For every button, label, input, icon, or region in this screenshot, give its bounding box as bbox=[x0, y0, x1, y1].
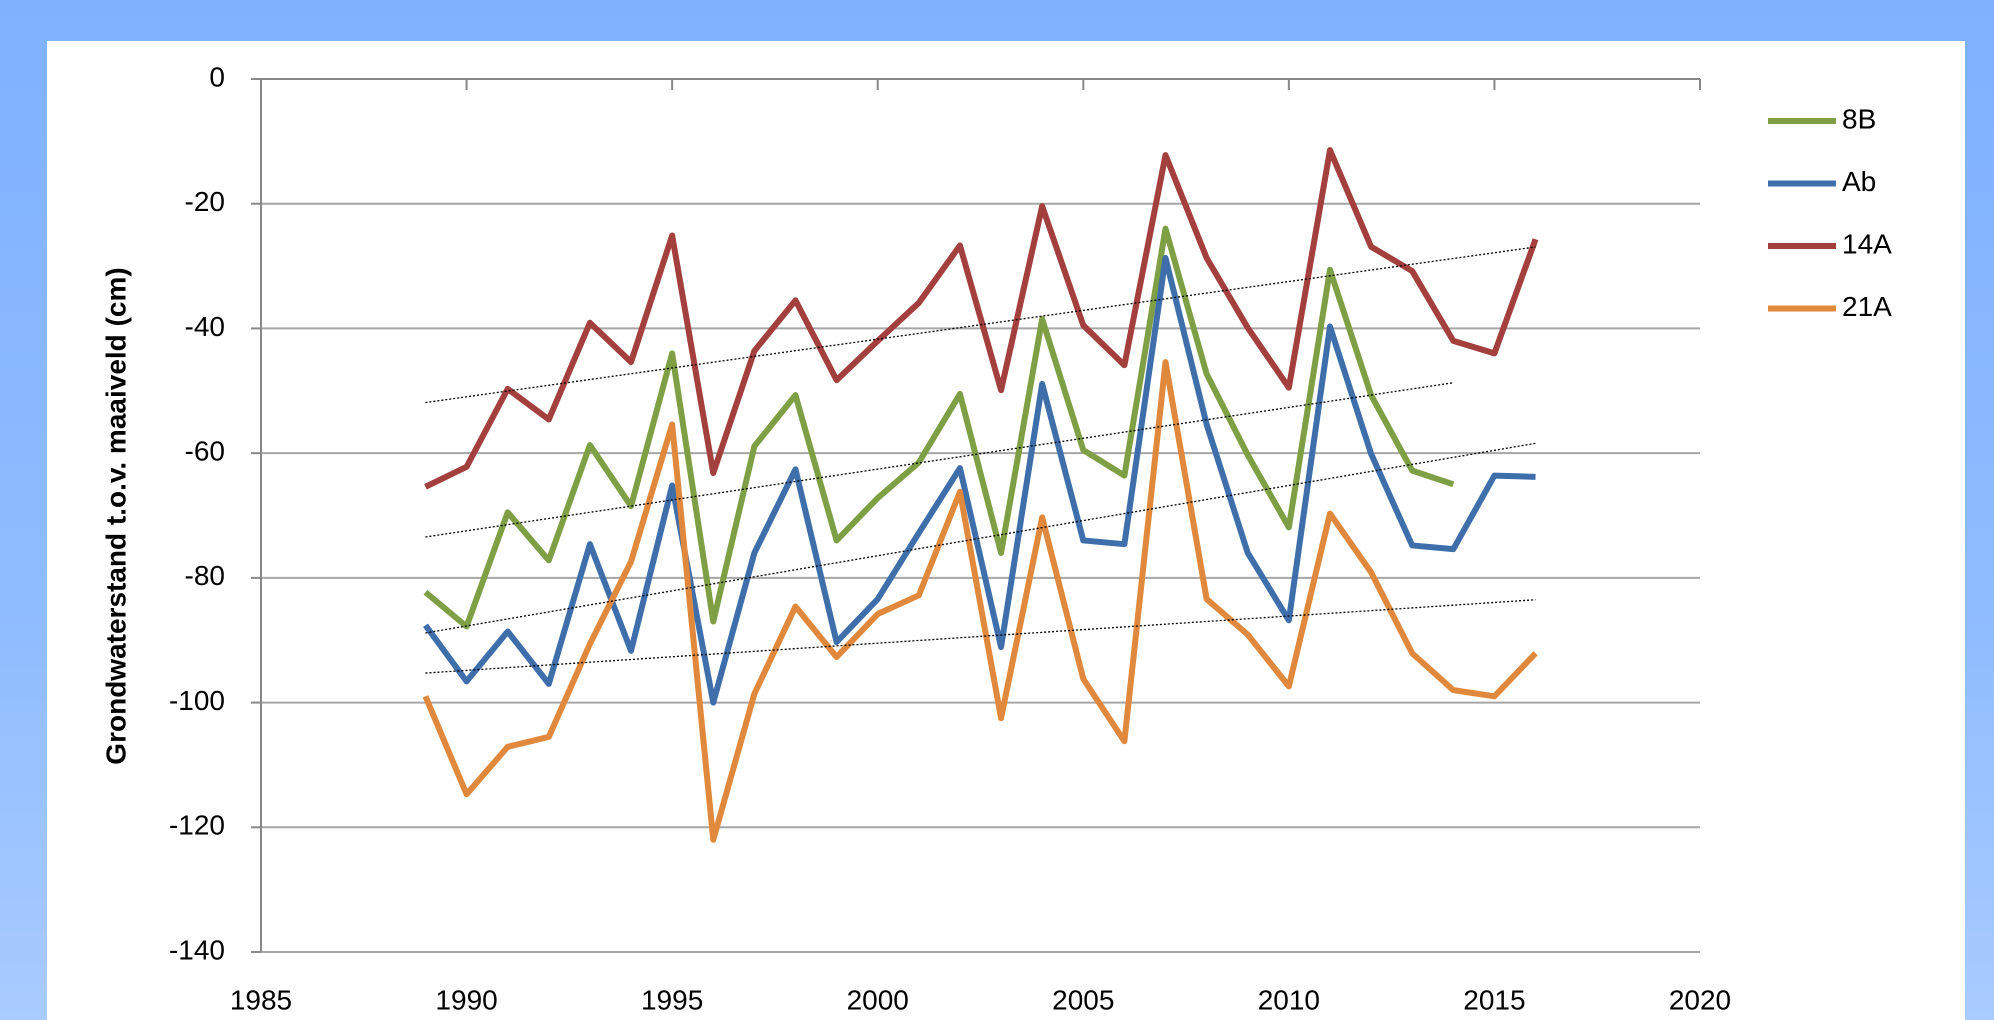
x-tick-label: 2015 bbox=[1463, 984, 1525, 1015]
x-tick-label: 1995 bbox=[641, 984, 703, 1015]
trend-line bbox=[425, 246, 1536, 404]
legend-label: 14A bbox=[1842, 228, 1892, 259]
legend-label: Ab bbox=[1842, 166, 1876, 197]
y-tick-label: -60 bbox=[185, 436, 225, 467]
x-tick-label: 2020 bbox=[1669, 984, 1731, 1015]
y-tick-label: 0 bbox=[209, 61, 225, 92]
data-line bbox=[422, 359, 1538, 843]
x-tick-label: 1985 bbox=[230, 984, 292, 1015]
legend-label: 8B bbox=[1842, 103, 1876, 134]
data-line bbox=[424, 147, 1539, 490]
x-tick-label: 1990 bbox=[435, 984, 497, 1015]
trend-line bbox=[425, 599, 1536, 674]
y-tick-label: -140 bbox=[169, 934, 225, 965]
trend-line bbox=[425, 382, 1454, 538]
y-tick-label: -20 bbox=[185, 186, 225, 217]
y-tick-label: -40 bbox=[185, 311, 225, 342]
x-tick-label: 2005 bbox=[1052, 984, 1114, 1015]
y-axis-label: Grondwaterstand t.o.v. maaiveld (cm) bbox=[100, 267, 131, 764]
y-tick-label: -120 bbox=[169, 810, 225, 841]
x-tick-label: 2010 bbox=[1258, 984, 1320, 1015]
legend-label: 21A bbox=[1842, 291, 1892, 322]
x-tick-label: 2000 bbox=[847, 984, 909, 1015]
y-tick-label: -80 bbox=[185, 560, 225, 591]
y-tick-label: -100 bbox=[169, 685, 225, 716]
data-line bbox=[423, 225, 1455, 630]
